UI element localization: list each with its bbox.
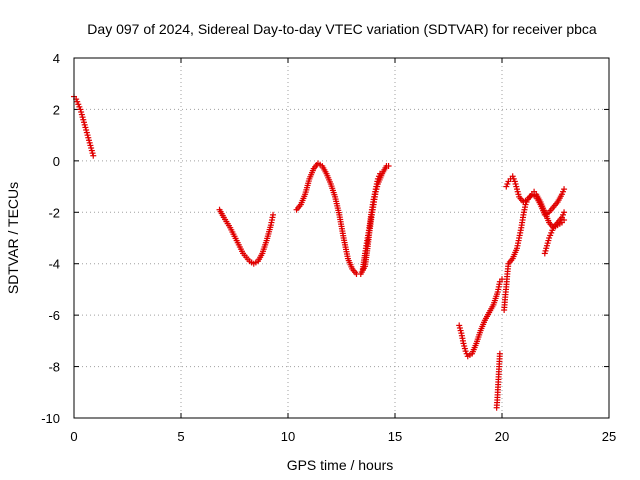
series-seg2 xyxy=(216,206,277,267)
series-seg4 xyxy=(456,276,505,360)
x-tick-label: 10 xyxy=(281,429,295,444)
y-tick-label: 2 xyxy=(53,102,60,117)
data-point xyxy=(385,163,392,169)
data-point xyxy=(270,211,277,218)
data-point xyxy=(561,186,568,193)
series-seg5 xyxy=(501,188,568,313)
x-axis-label: GPS time / hours xyxy=(287,457,394,473)
series-seg3b xyxy=(359,170,384,272)
plot-frame xyxy=(73,57,610,419)
x-tick-label: 0 xyxy=(70,429,77,444)
y-tick-label: -2 xyxy=(48,205,60,220)
data-points xyxy=(71,93,568,411)
y-tick-label: 0 xyxy=(53,154,60,169)
y-axis-label: SDTVAR / TECUs xyxy=(5,182,21,294)
series-seg6 xyxy=(503,173,568,218)
x-tick-label: 15 xyxy=(388,429,402,444)
y-tick-label: -4 xyxy=(48,257,60,272)
chart-title: Day 097 of 2024, Sidereal Day-to-day VTE… xyxy=(87,21,597,37)
x-tick-label: 25 xyxy=(602,429,616,444)
grid xyxy=(74,58,609,418)
data-point xyxy=(496,350,503,357)
x-tick-label: 20 xyxy=(495,429,509,444)
series-seg7 xyxy=(541,217,568,257)
y-tick-label: -8 xyxy=(48,360,60,375)
data-point xyxy=(561,209,568,216)
series-seg3 xyxy=(293,160,392,277)
axis-ticks: 0 5 10 15 20 25 -10 -8 -6 -4 -2 0 2 4 xyxy=(41,51,616,444)
data-point xyxy=(90,152,97,159)
data-point xyxy=(561,217,568,223)
series-spike xyxy=(493,350,503,411)
series-seg1 xyxy=(71,93,97,159)
y-tick-label: -10 xyxy=(41,411,60,426)
y-tick-label: -6 xyxy=(48,308,60,323)
y-tick-label: 4 xyxy=(53,51,60,66)
x-tick-label: 5 xyxy=(177,429,184,444)
data-point xyxy=(377,170,384,177)
